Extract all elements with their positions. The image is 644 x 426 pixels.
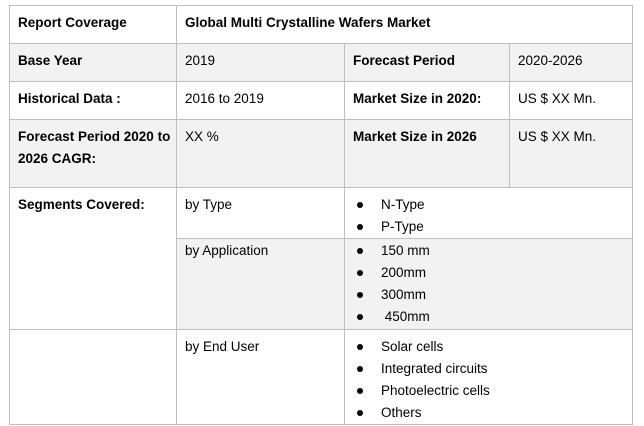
base-year-value: 2019 — [176, 43, 345, 82]
bullet-icon — [357, 314, 363, 320]
segment-end-user-label: by End User — [176, 329, 345, 425]
segment-type-label: by Type — [176, 187, 345, 239]
historical-value: 2016 to 2019 — [176, 81, 345, 120]
segment-type-row: Segments Covered: by Type N-Type P-Type — [9, 187, 634, 330]
segment-application-label: by Application — [176, 238, 345, 330]
list-item: 200mm — [353, 262, 632, 284]
market-size-2026-label: Market Size in 2026 — [344, 119, 510, 188]
historical-row: Historical Data : 2016 to 2019 Market Si… — [9, 81, 634, 120]
report-coverage-table: Report Coverage Global Multi Crystalline… — [9, 5, 634, 425]
bullet-icon — [357, 410, 363, 416]
bullet-icon — [357, 224, 363, 230]
segment-application-row: by Application 150 mm 200mm 300mm 450mm — [9, 238, 634, 330]
cagr-label: Forecast Period 2020 to 2026 CAGR: — [9, 119, 177, 188]
historical-label: Historical Data : — [9, 81, 177, 120]
list-item: Solar cells — [353, 336, 632, 358]
list-item: P-Type — [353, 216, 632, 238]
segment-end-user-row: by End User Solar cells Integrated circu… — [9, 329, 634, 425]
bullet-icon — [357, 248, 363, 254]
list-item: Integrated circuits — [353, 358, 632, 380]
segments-covered-label: Segments Covered: — [9, 187, 177, 330]
forecast-period-label: Forecast Period — [344, 43, 510, 82]
report-title: Global Multi Crystalline Wafers Market — [175, 5, 634, 44]
bullet-icon — [357, 366, 363, 372]
segment-application-list: 150 mm 200mm 300mm 450mm — [343, 238, 634, 330]
header-row: Report Coverage Global Multi Crystalline… — [9, 5, 634, 44]
segment-end-user-list: Solar cells Integrated circuits Photoele… — [343, 329, 634, 425]
list-item: Others — [353, 402, 632, 424]
list-item: 450mm — [353, 306, 632, 328]
forecast-period-value: 2020-2026 — [508, 43, 634, 82]
market-size-2026-value: US $ XX Mn. — [508, 119, 634, 188]
bullet-icon — [357, 270, 363, 276]
list-item: 300mm — [353, 284, 632, 306]
report-coverage-label: Report Coverage — [9, 5, 177, 44]
list-item: N-Type — [353, 194, 632, 216]
market-size-2020-value: US $ XX Mn. — [508, 81, 634, 120]
bullet-icon — [357, 388, 363, 394]
segment-blank-cell — [9, 329, 177, 425]
base-year-row: Base Year 2019 Forecast Period 2020-2026 — [9, 43, 634, 82]
cagr-row: Forecast Period 2020 to 2026 CAGR: XX % … — [9, 119, 634, 188]
cagr-value: XX % — [176, 119, 345, 188]
list-item: Photoelectric cells — [353, 380, 632, 402]
bullet-icon — [357, 202, 363, 208]
bullet-icon — [357, 344, 363, 350]
base-year-label: Base Year — [9, 43, 177, 82]
market-size-2020-label: Market Size in 2020: — [344, 81, 510, 120]
segment-type-list: N-Type P-Type — [343, 187, 634, 239]
bullet-icon — [357, 292, 363, 298]
list-item: 150 mm — [353, 240, 632, 262]
